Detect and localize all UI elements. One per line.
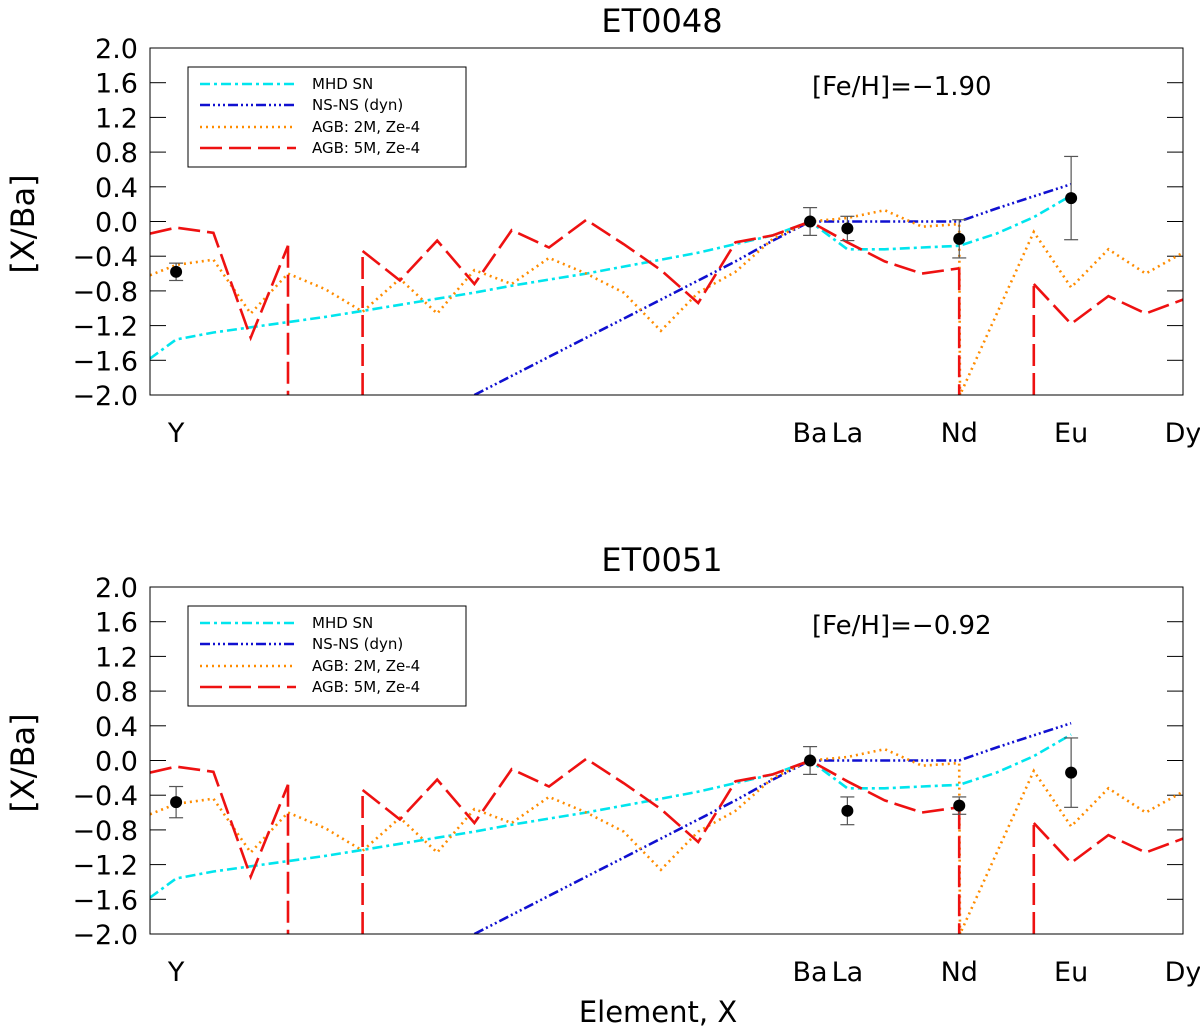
- series-line-ns-ns-dyn: [473, 721, 1072, 934]
- x-element-label-nd: Nd: [941, 957, 978, 988]
- series-line-agb-2m-ze-4: [150, 208, 1183, 395]
- y-tick-label: −1.2: [72, 312, 138, 343]
- observation-point-nd: [953, 232, 966, 245]
- x-element-label-y: Y: [167, 957, 185, 988]
- observations: [169, 155, 1079, 282]
- y-tick-label: 2.0: [95, 573, 138, 604]
- chart-panel-et0051: ET0051 [X/Ba] 2.0 1.61.2 0.8 0.4 0.0−0.4 −0.8…: [4, 541, 1200, 1029]
- observation-point-la: [841, 804, 854, 817]
- y-tick-label: 0.4: [95, 173, 138, 204]
- observation-point-eu: [1065, 766, 1078, 779]
- series-line-agb-5m-ze-4-seg3: [361, 757, 960, 844]
- legend-label-mhd-sn: MHD SN: [312, 614, 373, 632]
- axes-ticks: 2.0 1.61.2 0.8 0.4 0.0−0.4 −0.8 −1.2−1.6 −2.0 Y B…: [72, 573, 1200, 988]
- observation-point-nd: [953, 799, 966, 812]
- metallicity-annotation: [Fe/H]=−1.90: [812, 72, 992, 102]
- series-line-agb-5m-ze-4-seg6: [1032, 822, 1183, 865]
- y-tick-label: −0.8: [72, 816, 138, 847]
- y-tick-label: 0.4: [95, 712, 138, 743]
- observation-point-y: [170, 796, 183, 809]
- x-element-label-dy: Dy: [1165, 418, 1200, 449]
- x-element-label-y: Y: [167, 418, 185, 449]
- observation-point-la: [841, 222, 854, 235]
- y-tick-label: 0.8: [95, 138, 138, 169]
- legend-label-agb-2m: AGB: 2M, Ze-4: [312, 118, 420, 136]
- y-tick-label: −0.8: [72, 277, 138, 308]
- metallicity-annotation: [Fe/H]=−0.92: [812, 611, 992, 641]
- y-tick-label: 2.0: [95, 34, 138, 65]
- x-element-label-la: La: [832, 957, 864, 988]
- observation-point-y: [170, 265, 183, 278]
- chart-title: ET0051: [601, 541, 722, 579]
- legend-label-ns-ns: NS-NS (dyn): [312, 96, 403, 114]
- y-axis-label: [X/Ba]: [4, 713, 42, 812]
- legend-label-agb-5m: AGB: 5M, Ze-4: [312, 139, 420, 157]
- x-element-label-la: La: [832, 418, 864, 449]
- x-element-label-dy: Dy: [1165, 957, 1200, 988]
- plot-frame: [149, 586, 1184, 935]
- y-tick-label: −2.0: [72, 920, 138, 951]
- y-tick-label: 1.2: [95, 642, 138, 673]
- series-line-agb-2m-ze-4: [150, 747, 1183, 934]
- x-element-label-nd: Nd: [941, 418, 978, 449]
- legend-label-mhd-sn: MHD SN: [312, 75, 373, 93]
- legend: MHD SN NS-NS (dyn) AGB: 2M, Ze-4 AGB: 5M…: [187, 66, 467, 168]
- y-tick-label: 0.0: [95, 208, 138, 239]
- y-tick-label: 0.0: [95, 747, 138, 778]
- y-tick-label: −1.6: [72, 885, 138, 916]
- y-tick-label: 1.2: [95, 103, 138, 134]
- x-element-label-eu: Eu: [1054, 957, 1088, 988]
- y-tick-label: −0.4: [72, 781, 138, 812]
- series-line-ns-ns-dyn: [473, 182, 1072, 395]
- x-axis-label: Element, X: [579, 995, 737, 1029]
- legend-label-agb-5m: AGB: 5M, Ze-4: [312, 678, 420, 696]
- observations: [169, 737, 1079, 826]
- observation-point-ba: [804, 215, 817, 228]
- series-line-mhd-sn: [150, 194, 1072, 360]
- y-tick-label: 0.8: [95, 677, 138, 708]
- axes-ticks: 2.0 1.61.2 0.8 0.4 0.0−0.4 −0.8 −1.2−1.6 −2.0 Y B…: [72, 34, 1200, 449]
- series-line-mhd-sn: [150, 733, 1072, 899]
- model-series: [150, 721, 1183, 934]
- series-line-agb-5m-ze-4-seg6: [1032, 283, 1183, 326]
- y-tick-label: −1.6: [72, 346, 138, 377]
- y-axis-label: [X/Ba]: [4, 174, 42, 273]
- x-element-label-ba: Ba: [793, 418, 828, 449]
- chart-title: ET0048: [601, 2, 722, 40]
- observation-point-ba: [804, 754, 817, 767]
- legend-label-ns-ns: NS-NS (dyn): [312, 635, 403, 653]
- observation-point-eu: [1065, 192, 1078, 205]
- y-tick-label: −1.2: [72, 851, 138, 882]
- y-tick-label: −0.4: [72, 242, 138, 273]
- series-line-agb-5m-ze-4-seg3: [361, 218, 960, 305]
- model-series: [150, 182, 1183, 395]
- y-tick-label: 1.6: [95, 608, 138, 639]
- legend-box: [187, 66, 467, 168]
- series-line-agb-5m-ze-4-seg0: [150, 226, 290, 342]
- y-tick-label: −2.0: [72, 381, 138, 412]
- legend-box: [187, 605, 467, 707]
- x-element-label-ba: Ba: [793, 957, 828, 988]
- legend: MHD SN NS-NS (dyn) AGB: 2M, Ze-4 AGB: 5M…: [187, 605, 467, 707]
- legend-label-agb-2m: AGB: 2M, Ze-4: [312, 657, 420, 675]
- plot-frame: [149, 47, 1184, 396]
- series-line-agb-5m-ze-4-seg0: [150, 765, 290, 881]
- x-element-label-eu: Eu: [1054, 418, 1088, 449]
- y-tick-label: 1.6: [95, 69, 138, 100]
- chart-panel-et0048: ET0048 [X/Ba] 2.0 1.61.2 0.8 0.4 0.0−0.4 −0.8…: [4, 2, 1200, 449]
